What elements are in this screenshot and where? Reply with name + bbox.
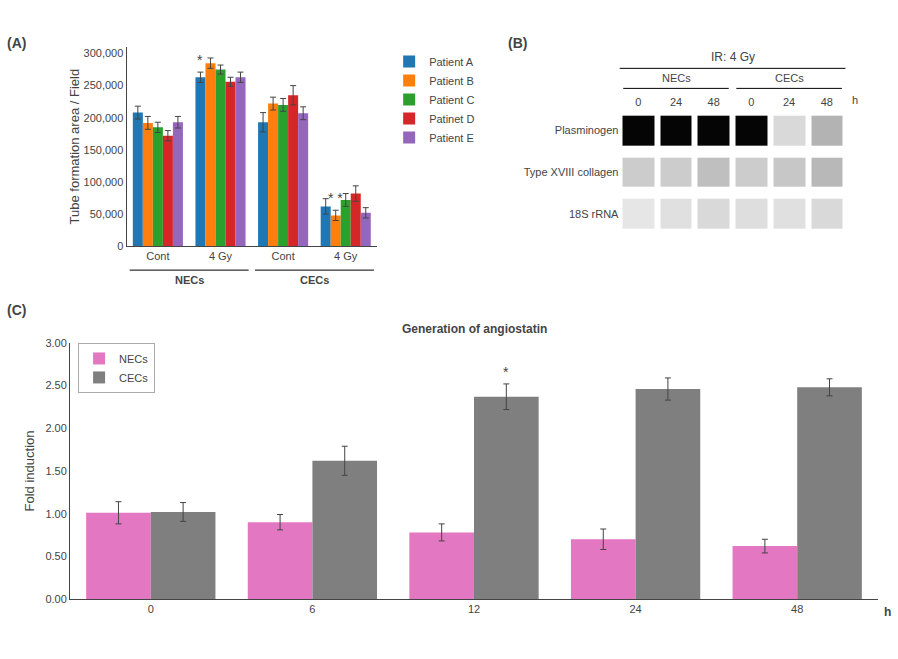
svg-text:24: 24 [783, 96, 795, 108]
svg-text:4 Gy: 4 Gy [334, 250, 358, 262]
svg-text:*: * [503, 364, 509, 380]
svg-text:*: * [197, 52, 203, 68]
svg-text:6: 6 [309, 603, 315, 615]
svg-text:Tube formation area / Field: Tube formation area / Field [67, 69, 82, 225]
svg-text:48: 48 [821, 96, 833, 108]
svg-text:Patinet D: Patinet D [429, 113, 474, 125]
svg-text:Patient E: Patient E [429, 132, 474, 144]
svg-text:Patient B: Patient B [429, 75, 474, 87]
svg-text:0: 0 [117, 240, 123, 252]
svg-text:24: 24 [629, 603, 641, 615]
svg-text:150,000: 150,000 [84, 144, 124, 156]
svg-text:0: 0 [748, 96, 754, 108]
svg-text:NECs: NECs [662, 72, 691, 84]
svg-text:(B): (B) [508, 35, 527, 51]
svg-text:2.00: 2.00 [45, 422, 66, 434]
svg-text:NECs: NECs [175, 274, 204, 286]
svg-text:100,000: 100,000 [84, 176, 124, 188]
svg-text:12: 12 [468, 603, 480, 615]
svg-text:48: 48 [708, 96, 720, 108]
svg-text:h: h [852, 94, 858, 106]
svg-text:* *: * * [328, 190, 343, 206]
svg-text:1.50: 1.50 [45, 465, 66, 477]
svg-text:NECs: NECs [119, 353, 148, 365]
svg-text:200,000: 200,000 [84, 112, 124, 124]
svg-text:Patient C: Patient C [429, 94, 474, 106]
svg-text:48: 48 [791, 603, 803, 615]
svg-text:Plasminogen: Plasminogen [555, 124, 619, 136]
svg-text:250,000: 250,000 [84, 79, 124, 91]
svg-text:Patient A: Patient A [429, 56, 474, 68]
svg-text:0: 0 [635, 96, 641, 108]
svg-text:50,000: 50,000 [90, 208, 124, 220]
svg-text:Cont: Cont [271, 250, 294, 262]
svg-text:(C): (C) [7, 302, 26, 318]
svg-text:4 Gy: 4 Gy [209, 250, 233, 262]
svg-text:CECs: CECs [775, 72, 804, 84]
svg-text:CECs: CECs [300, 274, 329, 286]
svg-text:0.00: 0.00 [45, 593, 66, 605]
svg-text:Cont: Cont [146, 250, 169, 262]
svg-text:Fold induction: Fold induction [22, 430, 37, 511]
svg-text:CECs: CECs [119, 372, 148, 384]
svg-text:18S rRNA: 18S rRNA [569, 208, 619, 220]
svg-text:Generation of angiostatin: Generation of angiostatin [402, 322, 547, 336]
svg-text:0.50: 0.50 [45, 550, 66, 562]
svg-text:3.00: 3.00 [45, 337, 66, 349]
svg-text:IR: 4 Gy: IR: 4 Gy [711, 50, 755, 64]
svg-text:(A): (A) [7, 35, 26, 51]
svg-text:300,000: 300,000 [84, 47, 124, 59]
svg-text:24: 24 [670, 96, 682, 108]
svg-text:2.50: 2.50 [45, 379, 66, 391]
svg-text:Type XVIII collagen: Type XVIII collagen [524, 166, 619, 178]
svg-text:1.00: 1.00 [45, 508, 66, 520]
svg-text:0: 0 [148, 603, 154, 615]
svg-text:h: h [884, 605, 891, 619]
